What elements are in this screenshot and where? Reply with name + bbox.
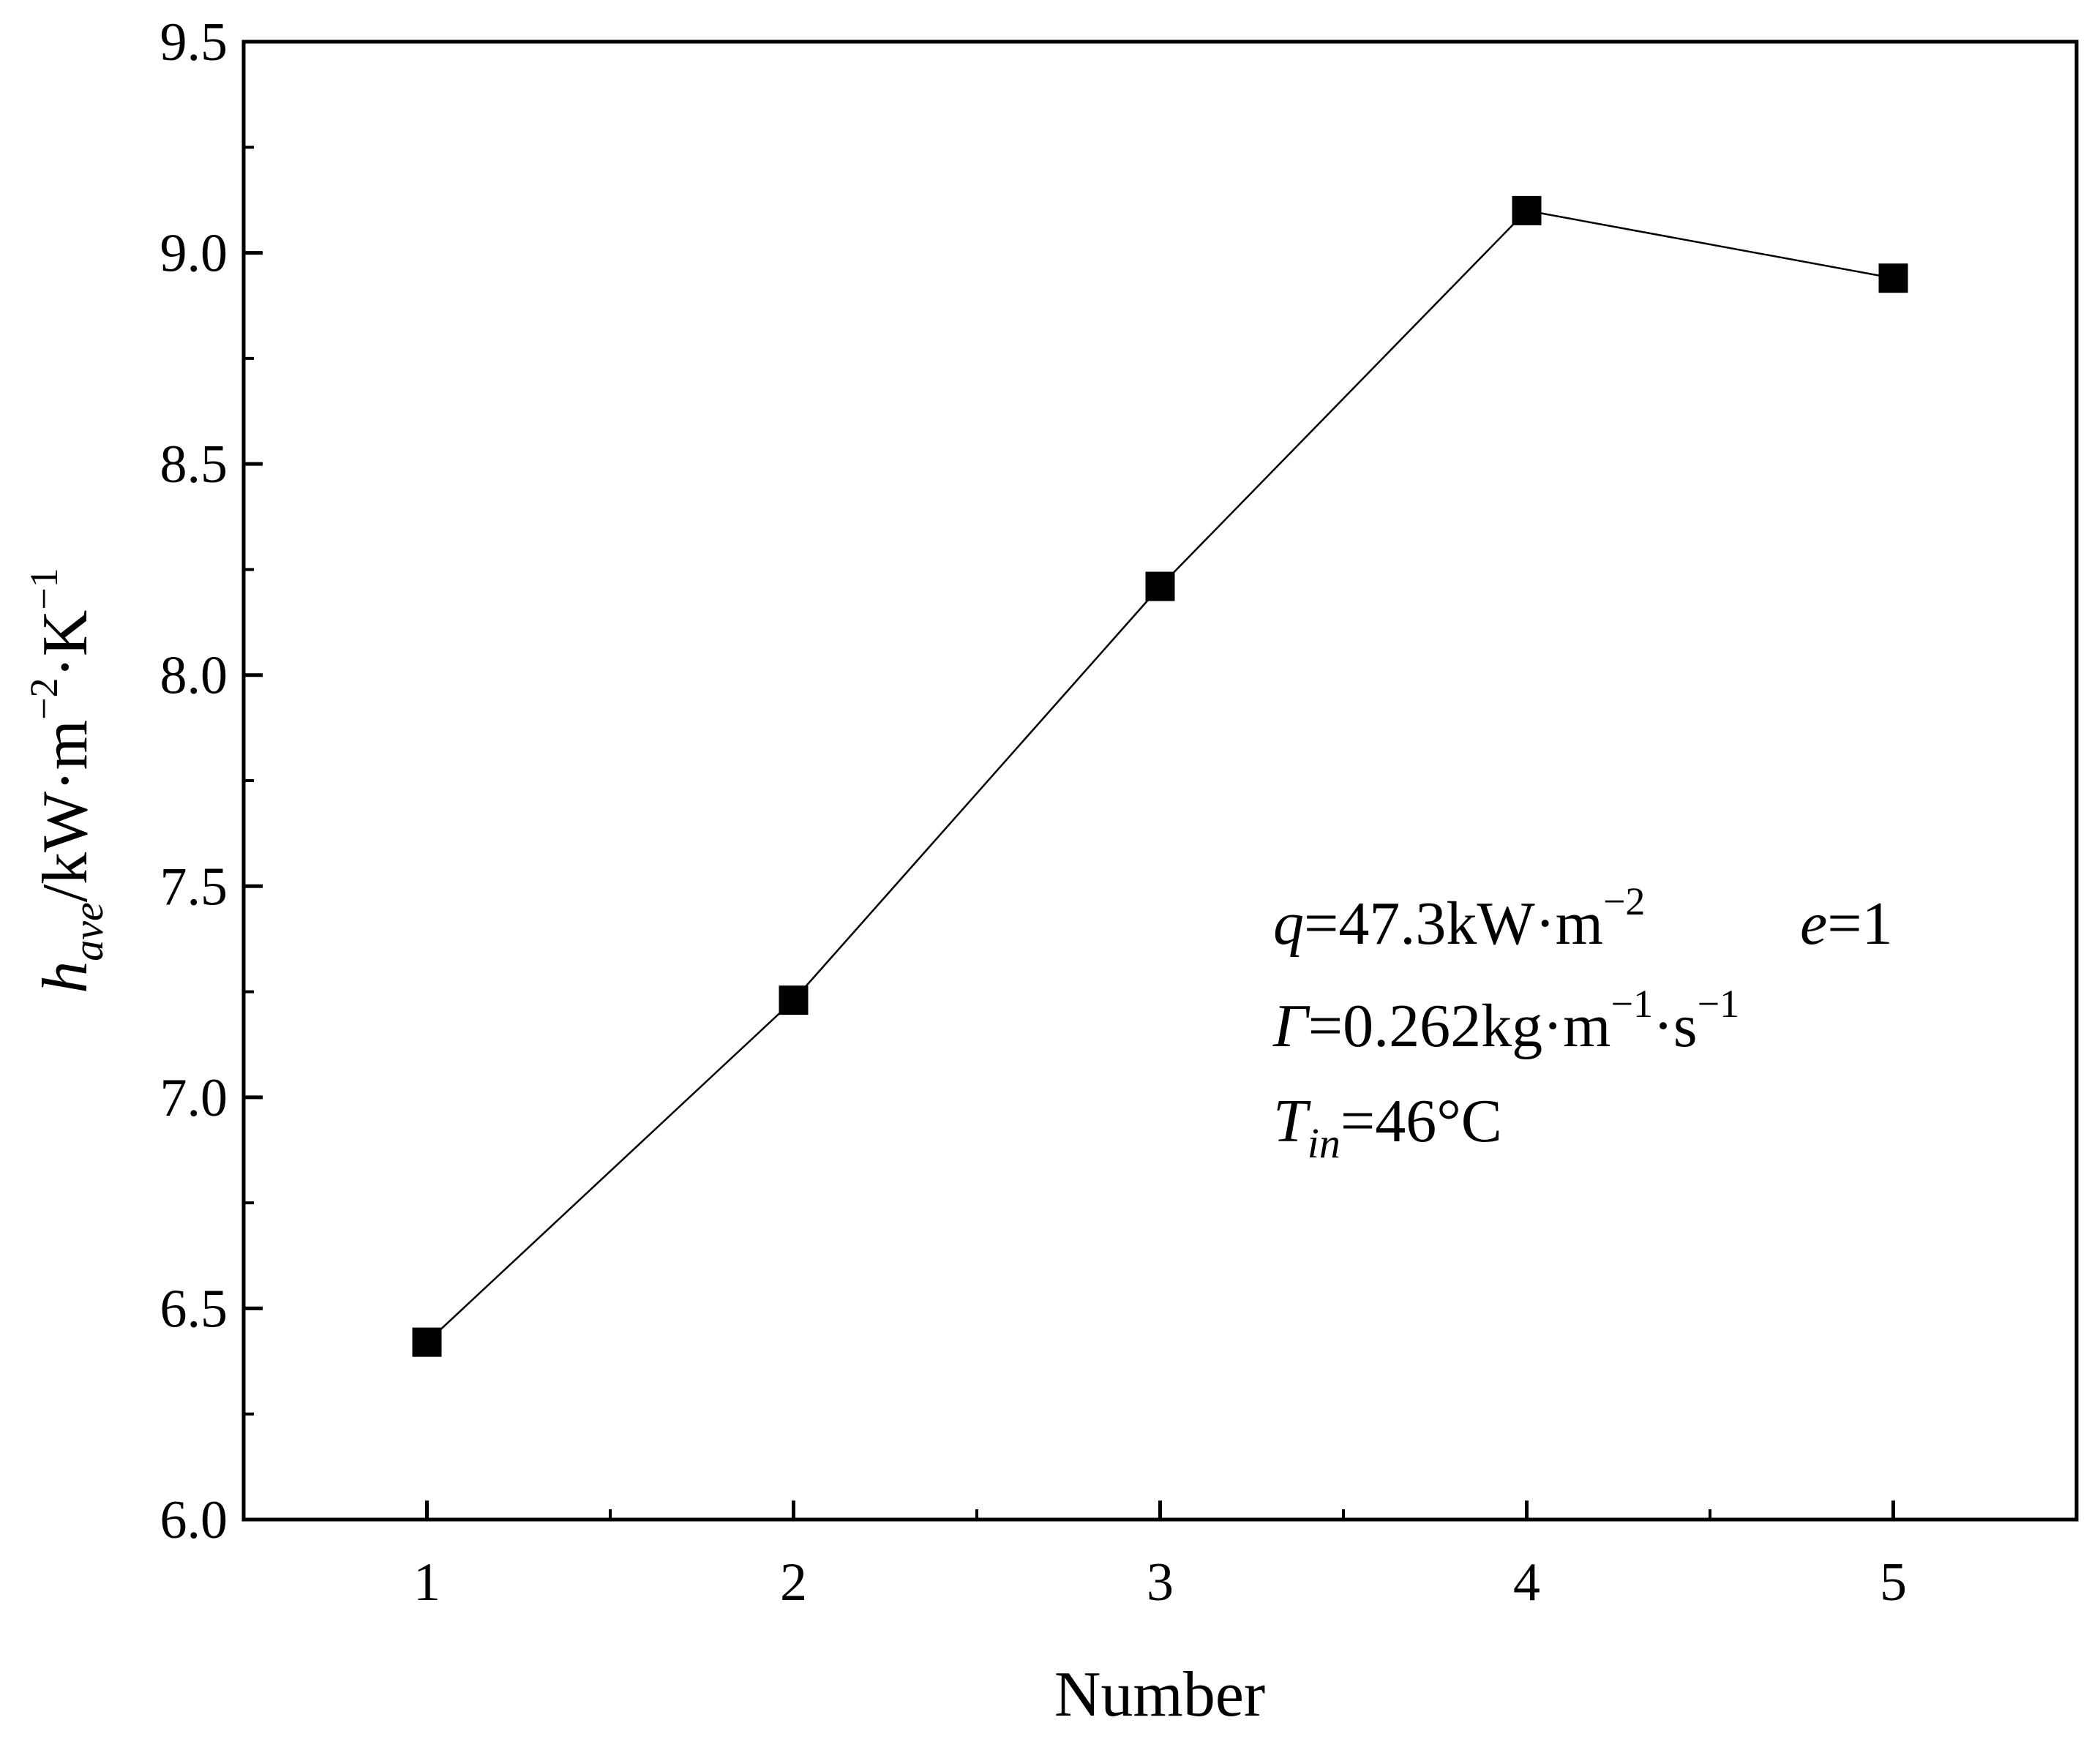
series-layer [412, 195, 1908, 1357]
plot-area-frame [241, 40, 2079, 1522]
annotation-line-3: Tin=46°C [1273, 1087, 1502, 1167]
data-point-marker [1878, 263, 1908, 293]
ticks-layer: 1 2 3 4 5 6.0 6.5 7.0 7.5 8.0 8.5 9.0 9.5 [160, 12, 1908, 1612]
y-tick-label: 9.0 [160, 224, 228, 284]
x-tick-label: 1 [413, 1552, 440, 1612]
data-point-marker [1145, 571, 1175, 601]
y-tick-label: 8.5 [160, 435, 228, 495]
y-axis-title: have/kW·m−2·K−1 [22, 568, 112, 994]
x-tick-label: 4 [1513, 1552, 1540, 1612]
data-point-marker [1512, 195, 1542, 225]
annotation-block: q=47.3kW·m−2 e=1 Γ=0.262kg·m−1·s−1 Tin=46… [1272, 879, 1893, 1167]
y-tick-label: 9.5 [160, 12, 228, 72]
x-tick-label: 5 [1880, 1552, 1907, 1612]
x-tick-label: 3 [1147, 1552, 1174, 1612]
y-tick-label: 6.5 [160, 1279, 228, 1339]
annotation-line-1: q=47.3kW·m−2 e=1 [1273, 879, 1893, 958]
series-line [426, 209, 1894, 1343]
y-tick-label: 6.0 [160, 1490, 228, 1550]
data-point-marker [779, 985, 809, 1015]
annotation-line-2: Γ=0.262kg·m−1·s−1 [1272, 982, 1739, 1060]
y-tick-label: 8.0 [160, 646, 228, 706]
data-point-marker [412, 1327, 442, 1357]
y-tick-label: 7.0 [160, 1068, 228, 1128]
x-tick-label: 2 [780, 1552, 807, 1612]
y-tick-label: 7.5 [160, 857, 228, 917]
x-axis-title: Number [1054, 1659, 1265, 1730]
